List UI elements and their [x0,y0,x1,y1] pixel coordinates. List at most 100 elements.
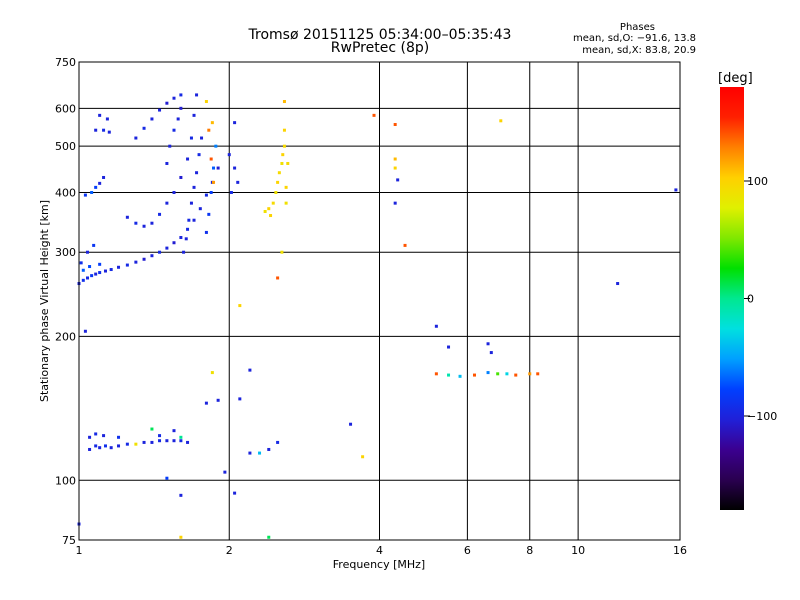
data-point [227,153,231,157]
x-tick-label: 1 [76,544,83,557]
data-point [186,157,190,161]
data-point [86,250,90,254]
data-point [107,130,111,134]
data-point [179,435,183,439]
data-point [269,214,273,218]
data-point [284,185,288,189]
data-point [172,439,176,443]
data-point [204,100,208,104]
data-point [158,434,162,438]
data-point [207,128,211,132]
data-point [179,236,183,240]
data-point [200,136,204,140]
data-point [179,439,183,443]
data-point [267,207,271,211]
data-point [109,446,113,450]
y-tick-label: 100 [55,474,76,487]
data-point [103,269,107,273]
data-point [88,265,92,269]
data-point [94,432,98,436]
data-point [233,166,237,170]
y-tick-label: 500 [55,140,76,153]
data-point [248,368,252,372]
data-point [192,113,196,117]
x-tick-label: 8 [526,544,533,557]
data-point [212,166,216,170]
x-tick-label: 10 [571,544,585,557]
data-point [165,101,169,105]
data-point [172,128,176,132]
data-point [125,263,129,267]
y-tick-label: 200 [55,330,76,343]
y-tick-label: 75 [62,534,76,547]
data-point [125,215,129,219]
data-point [396,178,400,182]
data-point [168,144,172,148]
data-point [117,435,121,439]
x-axis-label: Frequency [MHz] [333,558,425,571]
colorbar-ticks: 100 0 −100 [744,175,777,423]
data-point [403,243,407,247]
data-point [90,190,94,194]
data-point [105,117,109,121]
data-point [98,446,102,450]
data-point [233,491,237,495]
data-points [77,93,678,539]
data-point [284,201,288,205]
data-point [212,180,216,184]
data-point [186,227,190,231]
plot-grid [79,62,680,540]
data-point [434,372,438,376]
data-point [81,278,85,282]
data-point [286,161,290,165]
data-point [165,201,169,205]
data-point [434,324,438,328]
data-point [158,212,162,216]
data-point [179,535,183,539]
data-point [496,372,500,376]
data-point [276,180,280,184]
data-point [102,175,106,179]
y-tick-label: 600 [55,102,76,115]
data-point [150,221,154,225]
data-point [282,144,286,148]
data-point [214,144,218,148]
data-point [207,212,211,216]
data-point [83,193,87,197]
data-point [86,276,90,280]
data-point [117,444,121,448]
data-point [187,218,191,222]
data-point [94,444,98,448]
data-point [674,188,678,192]
data-point [210,121,214,125]
data-point [276,276,280,280]
data-point [102,128,106,132]
chart-title: Tromsø 20151125 05:34:00–05:35:43 [248,27,512,43]
x-tick-label: 16 [673,544,687,557]
data-point [117,265,121,269]
data-point [528,372,532,376]
y-axis-ticks: 75 100 200 300 400 500 600 750 [55,56,76,547]
data-point [238,304,242,308]
data-point [142,257,146,261]
phases-stats-x-mode: mean, sd,X: 83.8, 20.9 [582,45,696,56]
data-point [98,262,102,266]
y-tick-label: 300 [55,246,76,259]
data-point [514,373,518,377]
data-point [88,435,92,439]
data-point [165,439,169,443]
y-tick-label: 400 [55,186,76,199]
data-point [179,93,183,97]
x-tick-label: 6 [464,544,471,557]
data-point [192,185,196,189]
data-point [197,153,201,157]
data-point [88,447,92,451]
data-point [280,250,284,254]
x-tick-label: 4 [376,544,383,557]
data-point [229,190,233,194]
colorbar-tick-label: 0 [747,293,754,306]
data-point [150,427,154,431]
x-axis-ticks: 1 2 4 6 8 10 16 [76,544,688,557]
data-point [158,108,162,112]
data-point [486,371,490,375]
